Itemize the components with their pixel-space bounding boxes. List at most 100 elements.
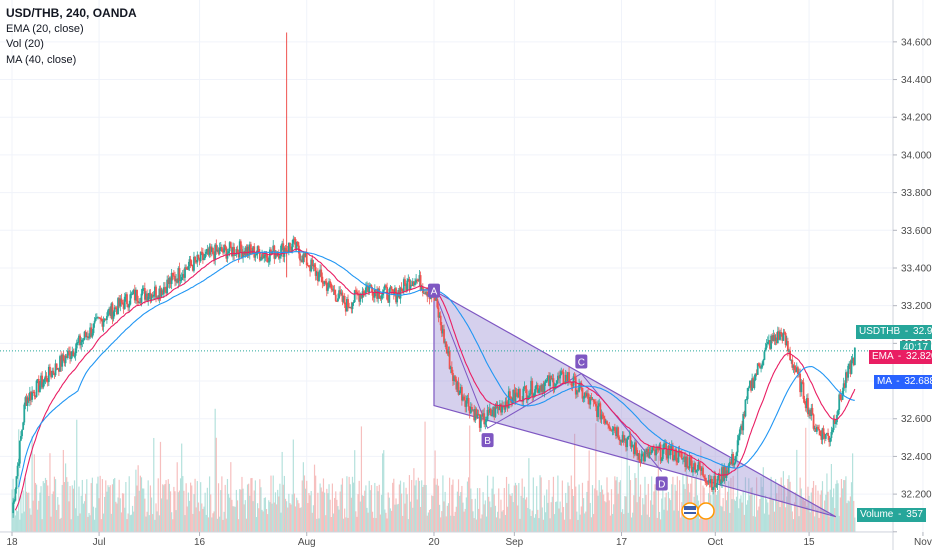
volume-bar: [563, 519, 566, 532]
volume-bar: [235, 489, 237, 532]
volume-bar: [138, 490, 140, 532]
x-tick-label: 18: [6, 537, 18, 548]
volume-bar: [249, 495, 251, 532]
candle-body: [466, 397, 469, 401]
volume-bar: [52, 491, 54, 532]
volume-bar: [582, 498, 585, 532]
candle-body: [426, 291, 429, 297]
volume-bar: [786, 496, 788, 532]
candle-body: [638, 453, 641, 462]
candle-body: [117, 298, 119, 315]
candle-body: [90, 327, 93, 337]
volume-bar: [547, 502, 549, 532]
volume-bar: [54, 479, 57, 532]
volume-bar: [32, 500, 34, 532]
candle-body: [349, 306, 352, 308]
candle-body: [43, 379, 46, 383]
candle-body: [261, 254, 263, 260]
volume-bar: [423, 484, 425, 532]
candle-body: [673, 458, 675, 461]
volume-bar: [491, 488, 493, 532]
volume-bar: [467, 477, 470, 532]
volume-bar: [301, 480, 303, 532]
volume-bar: [431, 495, 433, 532]
candle-body: [832, 419, 835, 430]
candle-body: [781, 334, 784, 341]
candle-body: [771, 335, 774, 341]
candle-body: [477, 413, 480, 415]
candle-body: [318, 272, 320, 281]
candle-body: [714, 476, 717, 488]
candle-body: [388, 288, 391, 303]
candle-body: [160, 290, 163, 297]
candle-body: [322, 282, 325, 284]
volume-bar: [186, 506, 188, 532]
legend-symbol[interactable]: USD/THB, 240, OANDA: [6, 6, 137, 20]
legend-ma[interactable]: MA (40, close): [6, 53, 77, 66]
volume-bar: [613, 504, 615, 532]
candle-body: [170, 272, 173, 284]
legend-vol[interactable]: Vol (20): [6, 38, 44, 50]
candle-body: [570, 381, 573, 386]
volume-bar: [338, 509, 340, 532]
candle-body: [184, 267, 186, 278]
candle-body: [377, 288, 380, 299]
volume-bar: [233, 506, 235, 532]
volume-bar: [555, 501, 557, 532]
candle-body: [746, 388, 749, 400]
candle-body: [759, 365, 761, 368]
volume-bar: [157, 478, 159, 532]
pattern-label-c: C: [578, 358, 585, 369]
volume-bar: [492, 476, 494, 532]
volume-bar: [747, 500, 749, 532]
volume-bar: [310, 490, 312, 532]
volume-bar: [523, 486, 526, 532]
pattern-label-a-box: [427, 283, 440, 298]
candle-body: [219, 247, 222, 249]
volume-bar: [263, 497, 265, 532]
candle-body: [723, 466, 726, 481]
candle-body: [410, 284, 413, 286]
legend-ema[interactable]: EMA (20, close): [6, 22, 84, 35]
candle-body: [533, 392, 536, 397]
volume-bar: [82, 503, 85, 532]
candle-body: [337, 298, 339, 302]
volume-bar: [822, 509, 825, 532]
volume-bar: [450, 515, 452, 532]
volume-bar: [313, 464, 316, 532]
volume-bar: [250, 478, 252, 532]
volume-bar: [589, 502, 591, 532]
y-axis[interactable]: 34.60034.40034.20034.00033.80033.60033.4…: [892, 0, 932, 550]
candle-body: [523, 386, 526, 389]
volume-bar: [394, 504, 396, 532]
candle-body: [535, 384, 538, 387]
candle-body: [675, 449, 678, 462]
candle-body: [791, 359, 794, 368]
volume-bar: [371, 511, 374, 532]
candle-body: [519, 389, 521, 402]
ema-tag-sep: -: [895, 351, 904, 362]
candle-body: [390, 286, 393, 290]
volume-bar: [636, 502, 638, 532]
volume-bar: [457, 479, 460, 532]
candle-body: [14, 489, 17, 501]
candle-body: [621, 434, 624, 443]
candle-body: [312, 264, 315, 267]
volume-bar: [340, 484, 342, 532]
volume-bar: [821, 481, 824, 532]
flag-icon[interactable]: [681, 502, 715, 520]
volume-bar: [398, 484, 400, 532]
candle-body: [826, 433, 828, 435]
candle-body: [249, 244, 252, 250]
candle-body: [200, 251, 203, 253]
volume-bar: [128, 476, 130, 532]
volume-bar: [335, 491, 337, 532]
candle-body: [238, 241, 241, 258]
candle-body: [696, 469, 699, 471]
candle-body: [311, 259, 314, 267]
volume-bar: [819, 494, 821, 532]
candle-body: [385, 285, 387, 288]
candle-body: [841, 390, 844, 400]
x-axis[interactable]: 18Jul16Aug20Sep17Oct15Nov19Dec: [0, 531, 932, 548]
